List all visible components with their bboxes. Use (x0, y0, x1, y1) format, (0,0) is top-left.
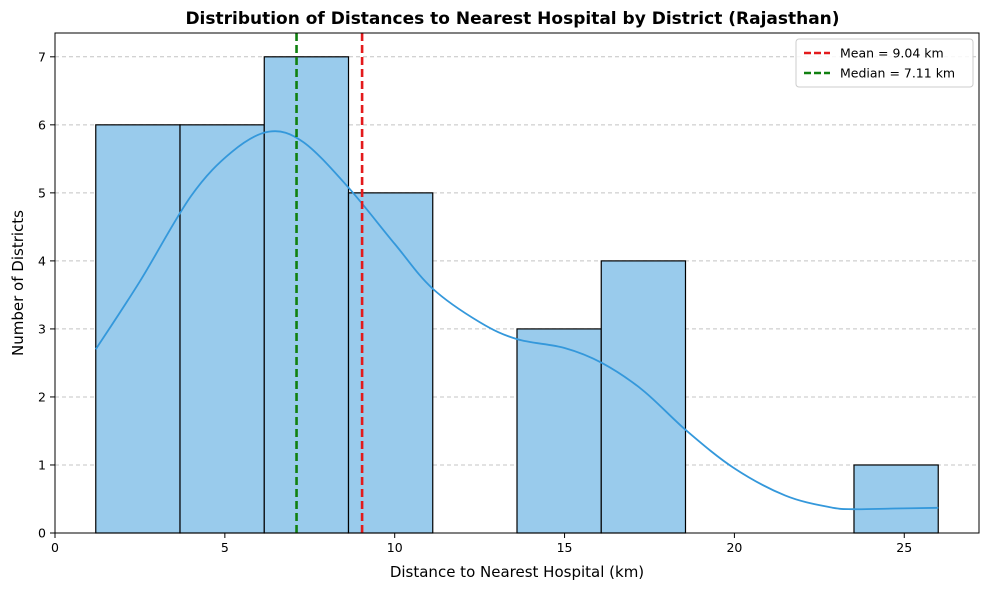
legend: Mean = 9.04 km Median = 7.11 km (795, 38, 974, 88)
y-tick-label: 5 (38, 185, 46, 200)
histogram-bar (263, 56, 350, 534)
x-axis-label: Distance to Nearest Hospital (km) (390, 563, 644, 581)
legend-mean-label: Mean = 9.04 km (840, 46, 944, 61)
y-tick-label: 2 (38, 389, 46, 404)
x-tick-label: 5 (221, 540, 229, 555)
x-axis: 0 5 10 15 20 25 (51, 533, 912, 555)
histogram-bar (516, 328, 602, 534)
y-tick-label: 1 (38, 457, 46, 472)
y-axis: 0 1 2 3 4 5 6 7 (38, 49, 55, 541)
y-tick-label: 0 (38, 526, 46, 541)
histogram-bar (600, 260, 687, 534)
kde-curve (95, 130, 939, 511)
legend-box (795, 38, 974, 88)
plot-frame (54, 32, 980, 534)
y-tick-label: 3 (38, 321, 46, 336)
histogram-bars (95, 56, 939, 534)
kde-curve-layer (95, 130, 939, 511)
x-tick-label: 15 (557, 540, 573, 555)
y-tick-label: 7 (38, 49, 46, 64)
x-tick-label: 0 (51, 540, 59, 555)
y-tick-label: 6 (38, 117, 46, 132)
legend-median-label: Median = 7.11 km (840, 66, 955, 81)
x-tick-label: 10 (387, 540, 403, 555)
y-axis-label: Number of Districts (9, 210, 27, 356)
chart-title: Distribution of Distances to Nearest Hos… (185, 9, 839, 29)
histogram-bar (853, 464, 939, 534)
x-tick-label: 20 (726, 540, 742, 555)
x-tick-label: 25 (896, 540, 912, 555)
y-tick-label: 4 (38, 253, 46, 268)
histogram-bar (179, 124, 265, 534)
